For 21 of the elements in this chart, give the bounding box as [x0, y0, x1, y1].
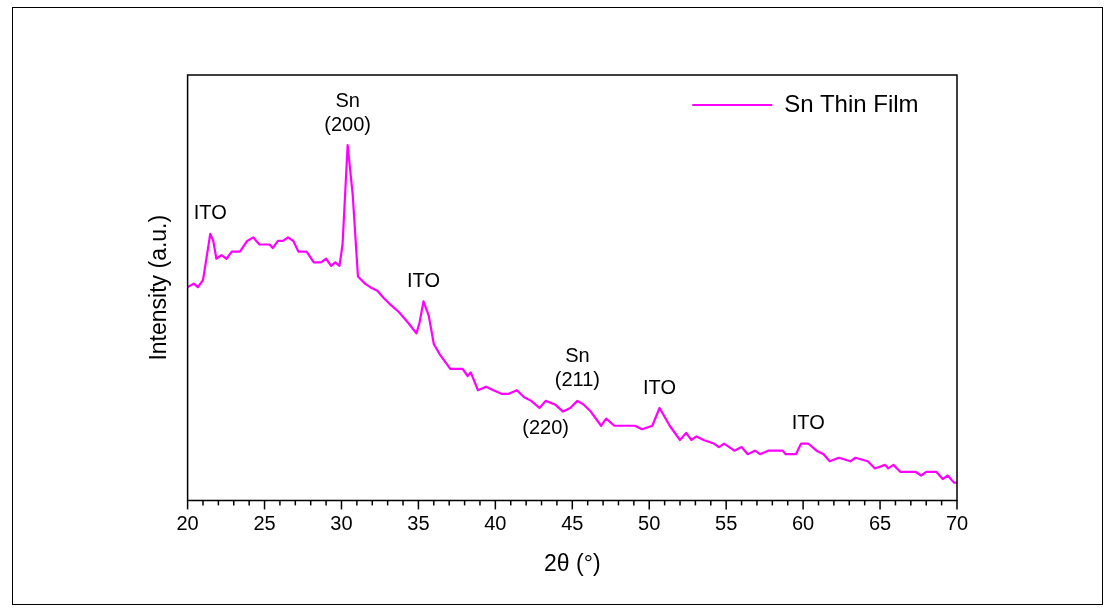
x-tick-label: 70 — [945, 511, 969, 534]
annotation: Sn (200) — [324, 88, 371, 135]
x-tick-label: 50 — [638, 511, 661, 534]
annotation: ITO — [791, 411, 825, 434]
x-tick-label: 40 — [484, 511, 507, 534]
x-tick-label: 25 — [253, 511, 276, 534]
annotation: Sn (211) — [554, 344, 600, 391]
x-axis-title: 2θ (°) — [544, 549, 601, 576]
x-tick-label: 45 — [561, 511, 584, 534]
x-tick-label: 30 — [330, 511, 353, 534]
x-tick-label: 65 — [868, 511, 892, 534]
annotation: ITO — [407, 268, 440, 291]
annotation: (220) — [522, 416, 570, 439]
x-tick-label: 20 — [176, 511, 199, 534]
x-tick-label: 55 — [715, 511, 738, 534]
annotation: ITO — [193, 201, 227, 224]
legend-label: Sn Thin Film — [784, 89, 919, 117]
y-axis-title: Intensity (a.u.) — [145, 214, 172, 361]
annotation: ITO — [643, 375, 677, 398]
x-tick-label: 35 — [407, 511, 430, 534]
x-tick-label: 60 — [791, 511, 815, 534]
